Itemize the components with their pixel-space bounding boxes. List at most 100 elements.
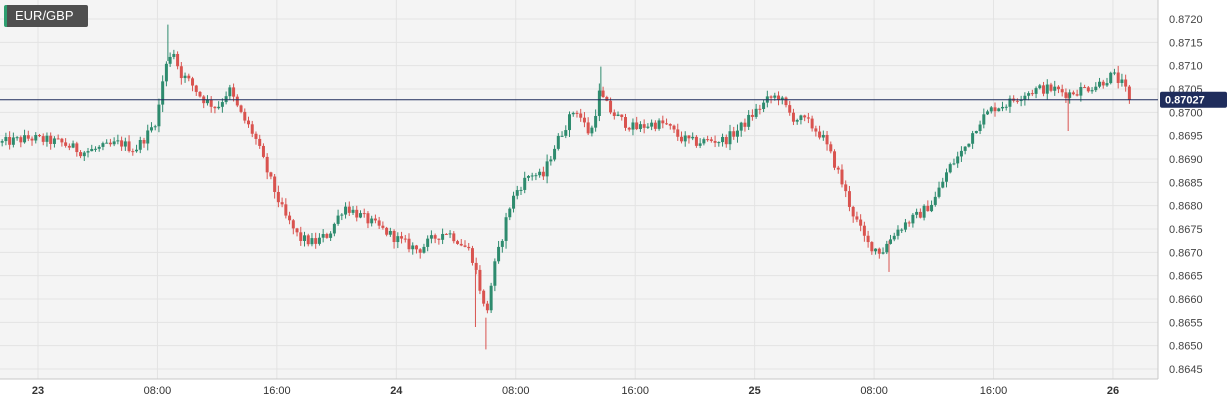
candle-body: [717, 142, 721, 144]
candle-body: [385, 227, 389, 235]
candle-body: [485, 303, 489, 311]
candle-body: [1023, 95, 1027, 100]
candle-body: [668, 124, 672, 126]
candle-body: [523, 177, 527, 190]
candle-body: [1094, 86, 1098, 91]
candle-body: [19, 137, 23, 143]
candle-body: [541, 171, 545, 177]
candle-body: [370, 218, 374, 224]
candle-body: [37, 135, 41, 137]
candle-body: [1034, 88, 1038, 94]
candle-body: [407, 238, 411, 250]
candle-body: [105, 142, 109, 144]
candle-body: [941, 181, 945, 188]
candle-body: [191, 78, 195, 86]
candle-body: [713, 140, 717, 143]
candle-body: [926, 205, 930, 212]
candle-body: [601, 90, 605, 98]
candle-body: [321, 234, 325, 238]
candle-body: [818, 131, 822, 138]
candle-body: [784, 97, 788, 106]
candle-body: [56, 138, 60, 140]
candle-body: [276, 191, 280, 203]
candle-body: [989, 107, 993, 112]
candle-body: [874, 248, 878, 252]
candle-body: [71, 143, 75, 148]
candle-body: [799, 115, 803, 121]
candle-body: [1049, 84, 1053, 91]
candle-body: [1090, 90, 1094, 92]
candle-body: [1030, 93, 1034, 95]
candle-body: [709, 139, 713, 141]
candle-body: [780, 97, 784, 100]
candle-body: [478, 269, 482, 291]
candle-body: [284, 204, 288, 216]
candle-body: [261, 145, 265, 157]
candle-body: [11, 137, 15, 145]
candle-body: [500, 240, 504, 247]
candle-body: [82, 152, 86, 157]
candle-body: [1027, 93, 1031, 96]
candle-body: [728, 131, 732, 145]
candle-body: [933, 196, 937, 205]
candle-body: [889, 239, 893, 244]
candle-body: [833, 151, 837, 168]
candle-body: [1086, 87, 1090, 92]
candle-body: [944, 172, 948, 182]
candle-body: [265, 156, 269, 173]
candle-body: [698, 143, 702, 146]
candle-body: [937, 187, 941, 197]
candle-body: [1075, 94, 1079, 96]
y-tick-label: 0.8695: [1169, 131, 1203, 143]
candle-body: [224, 96, 228, 103]
candle-body: [747, 114, 751, 127]
candle-body: [777, 95, 781, 100]
candle-body: [1105, 83, 1109, 86]
y-tick-label: 0.8665: [1169, 271, 1203, 283]
candle-body: [52, 138, 56, 144]
candle-body: [392, 230, 396, 243]
candle-body: [1019, 99, 1023, 102]
candle-body: [452, 233, 456, 242]
candle-body: [1038, 85, 1042, 89]
candle-body: [336, 215, 340, 224]
candle-body: [586, 122, 590, 134]
symbol-badge[interactable]: EUR/GBP: [4, 5, 88, 27]
candle-body: [1015, 100, 1019, 102]
candle-body: [978, 124, 982, 131]
x-tick-label: 08:00: [502, 385, 530, 397]
x-tick-label: 16:00: [263, 385, 291, 397]
candle-body: [0, 141, 4, 143]
candle-body: [896, 229, 900, 236]
y-tick-label: 0.8715: [1169, 37, 1203, 49]
candle-body: [1042, 85, 1046, 94]
candle-body: [34, 135, 38, 141]
candle-body: [340, 214, 344, 216]
x-tick-label: 23: [32, 385, 44, 397]
candle-body: [642, 124, 646, 128]
candle-body: [273, 176, 277, 192]
candle-body: [1109, 72, 1113, 84]
candle-body: [344, 206, 348, 215]
candle-body: [750, 114, 754, 117]
candle-body: [724, 136, 728, 145]
candle-body: [900, 229, 904, 231]
candle-body: [489, 285, 493, 311]
candle-body: [497, 246, 501, 262]
candle-body: [702, 139, 706, 144]
candle-body: [183, 75, 187, 79]
candle-body: [930, 204, 934, 212]
candle-body: [291, 220, 295, 229]
candle-body: [504, 217, 508, 241]
x-tick-label: 16:00: [980, 385, 1008, 397]
candle-body: [1056, 86, 1060, 90]
candle-body: [441, 233, 445, 240]
candle-body: [493, 261, 497, 286]
candle-body: [653, 122, 657, 129]
y-tick-label: 0.8660: [1169, 294, 1203, 306]
candle-body: [556, 135, 560, 149]
candle-body: [672, 125, 676, 130]
candle-body: [758, 108, 762, 110]
candle-body: [676, 129, 680, 137]
candle-body: [411, 245, 415, 250]
